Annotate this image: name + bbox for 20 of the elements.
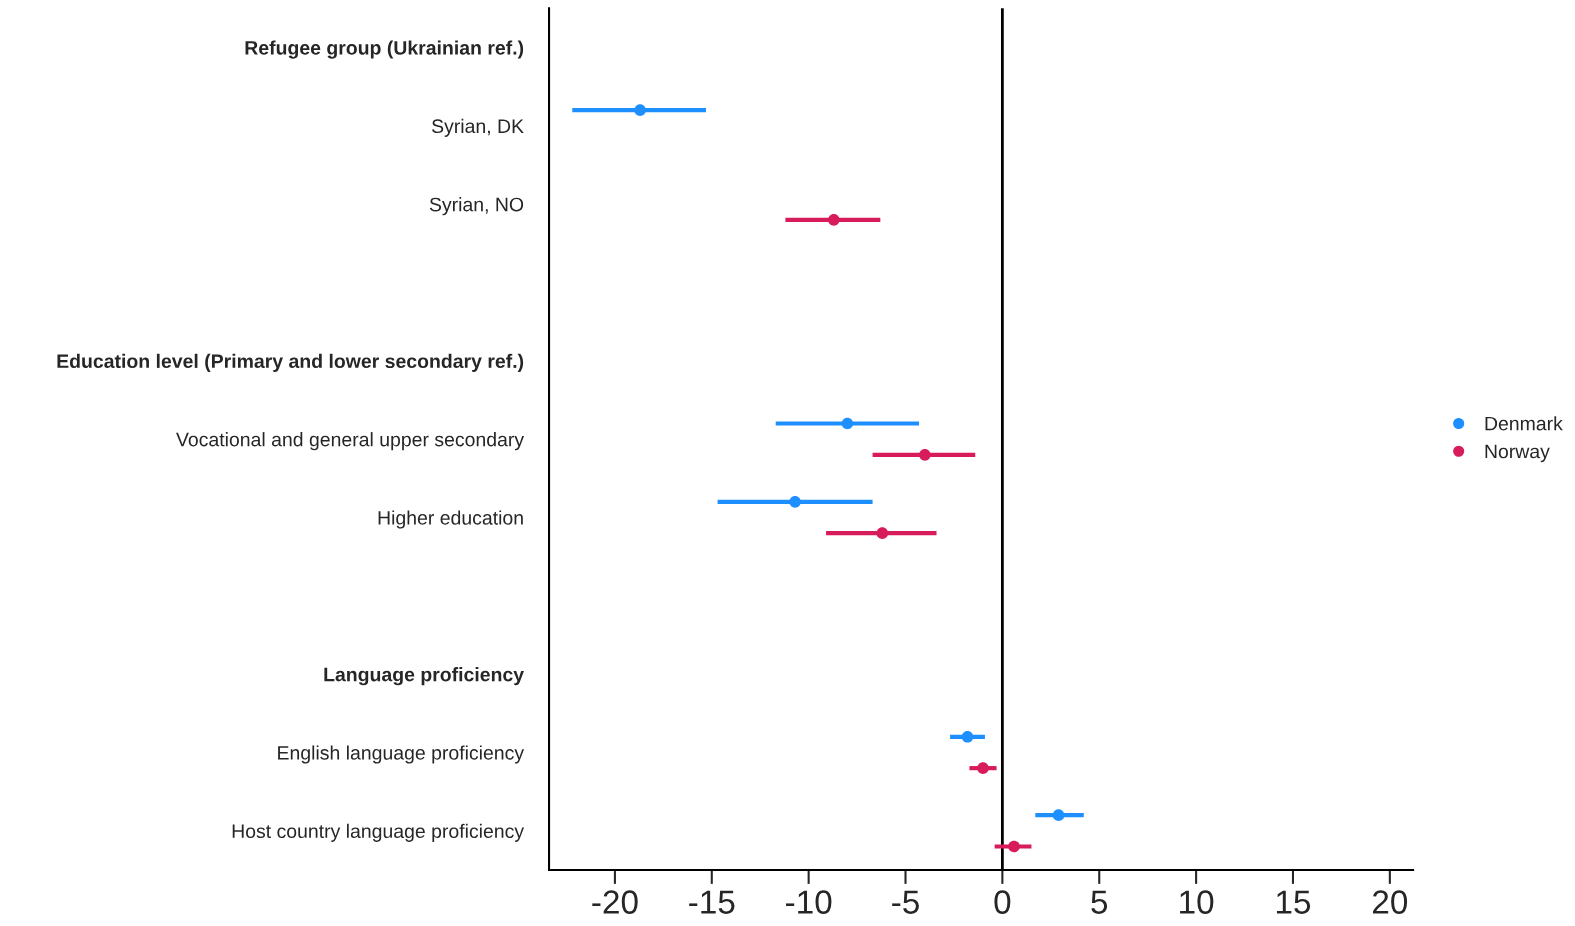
y-tick-label: Refugee group (Ukrainian ref.) xyxy=(245,40,524,59)
x-tick-label: 10 xyxy=(1180,890,1214,914)
legend-label: Denmark xyxy=(1485,416,1563,431)
y-tick-label: Syrian, NO xyxy=(429,197,524,216)
x-tick-label: -5 xyxy=(892,890,919,914)
y-tick-label: Host country language proficiency xyxy=(232,823,525,842)
x-tick-label: 0 xyxy=(994,890,1011,914)
x-tick-label: -10 xyxy=(786,890,832,914)
x-tick-label: 20 xyxy=(1372,890,1408,914)
x-tick-label: -20 xyxy=(592,890,638,914)
y-tick-label: Language proficiency xyxy=(324,667,524,686)
y-tick-label: English language proficiency xyxy=(278,745,525,764)
x-tick-label: 5 xyxy=(1091,890,1108,914)
x-tick-label: 15 xyxy=(1276,890,1311,914)
x-tick-label: -15 xyxy=(689,890,735,914)
y-tick-label: Syrian, DK xyxy=(432,118,524,137)
legend-label: Norway xyxy=(1485,444,1550,463)
y-tick-label: Education level (Primary and lower secondary ref.) xyxy=(57,353,524,372)
y-tick-label: Higher education xyxy=(378,510,523,529)
y-tick-label: Vocational and general upper secondary xyxy=(176,432,525,451)
